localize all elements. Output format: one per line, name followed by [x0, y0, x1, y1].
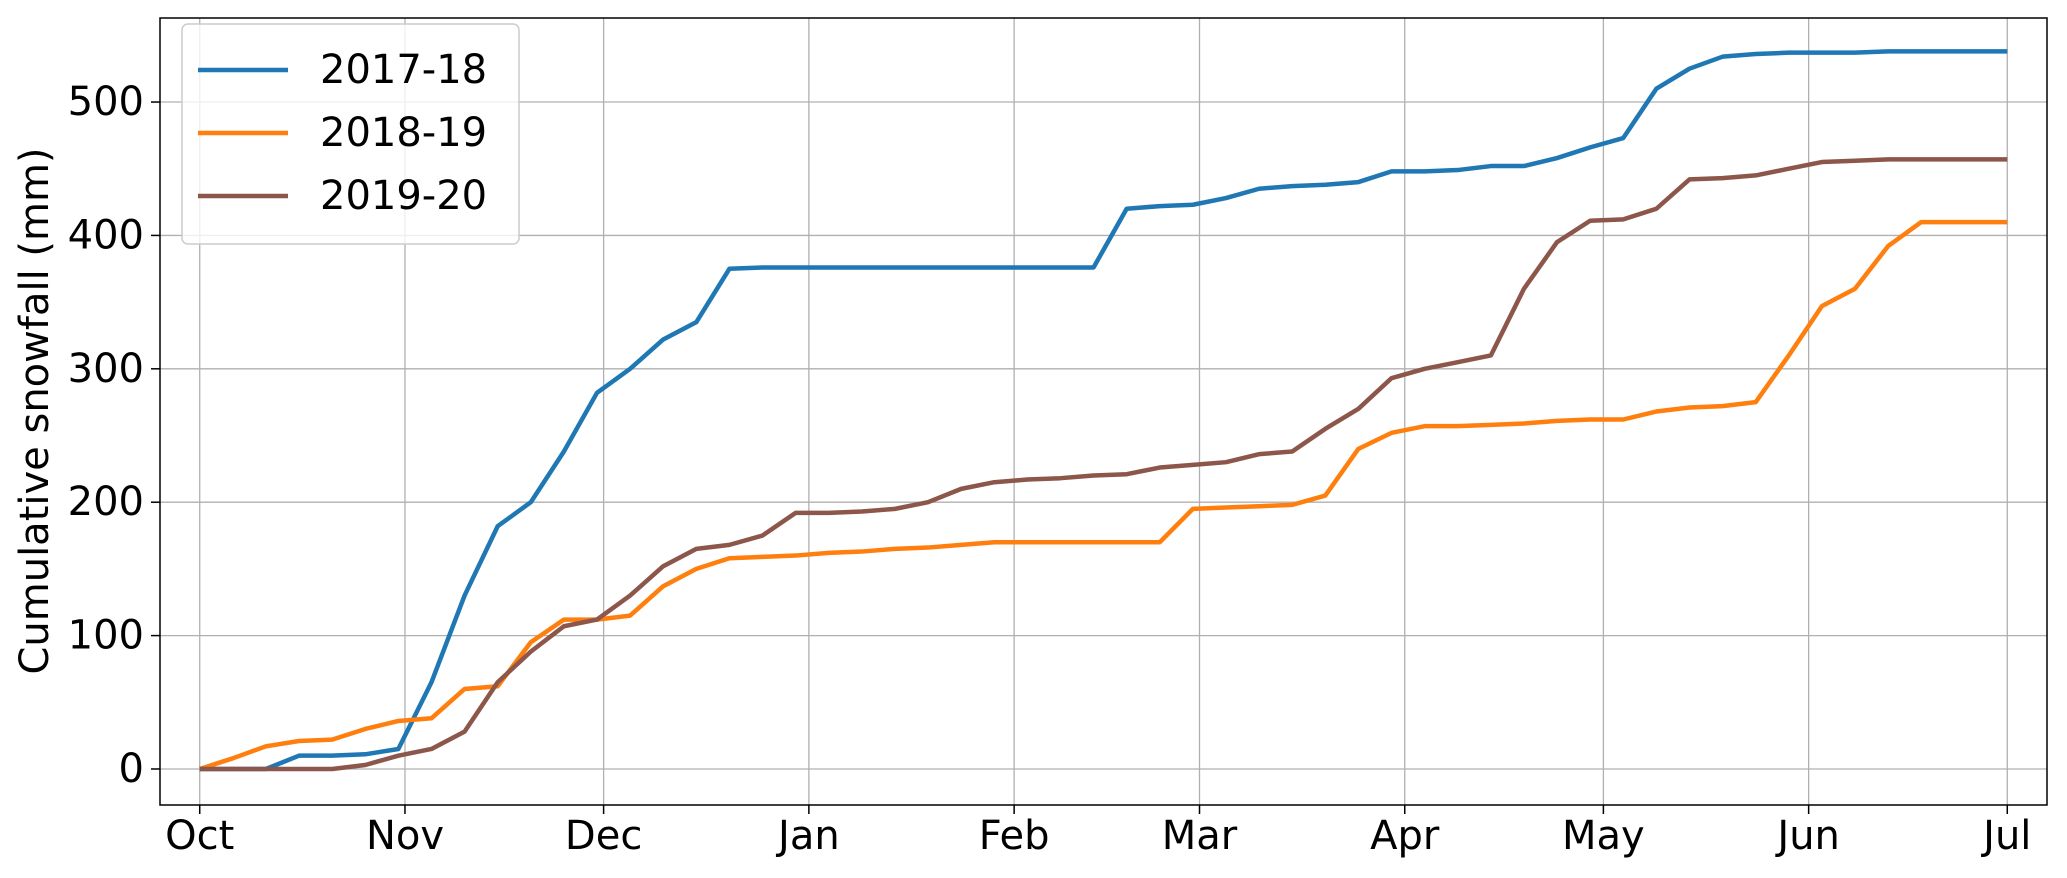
y-tick-label: 100 [68, 613, 144, 659]
legend-label: 2019-20 [320, 173, 487, 219]
y-tick-label: 200 [68, 479, 144, 525]
ticks: 0 100 200 300 400 500 Oct Nov Dec Jan Feb Mar Apr May… [68, 79, 2032, 859]
series-line [199, 219, 2008, 772]
x-tick-label: Apr [1370, 813, 1440, 859]
x-tick-label: Mar [1162, 813, 1238, 859]
x-tick-label: Jun [1774, 813, 1840, 859]
series-line [199, 157, 2008, 772]
legend: 2017-18 2018-19 2019-20 [181, 23, 520, 245]
lines [199, 49, 2008, 772]
x-tick-label: Dec [565, 813, 642, 859]
y-axis-label: Cumulative snowfall (mm) [12, 147, 58, 674]
x-tick-label: Jan [775, 813, 840, 859]
y-tick-label: 500 [68, 79, 144, 125]
x-tick-label: Feb [979, 813, 1050, 859]
legend-box [181, 23, 520, 245]
y-tick-label: 0 [119, 746, 144, 792]
x-tick-label: Jul [1980, 813, 2031, 859]
x-tick-label: Nov [366, 813, 444, 859]
x-tick-label: Oct [165, 813, 234, 859]
y-tick-label: 300 [68, 346, 144, 392]
series-line [199, 49, 2008, 772]
y-tick-label: 400 [68, 212, 144, 258]
legend-label: 2017-18 [320, 47, 487, 93]
plot-frame [159, 17, 2048, 806]
legend-label: 2018-19 [320, 110, 487, 156]
x-tick-label: May [1562, 813, 1645, 859]
